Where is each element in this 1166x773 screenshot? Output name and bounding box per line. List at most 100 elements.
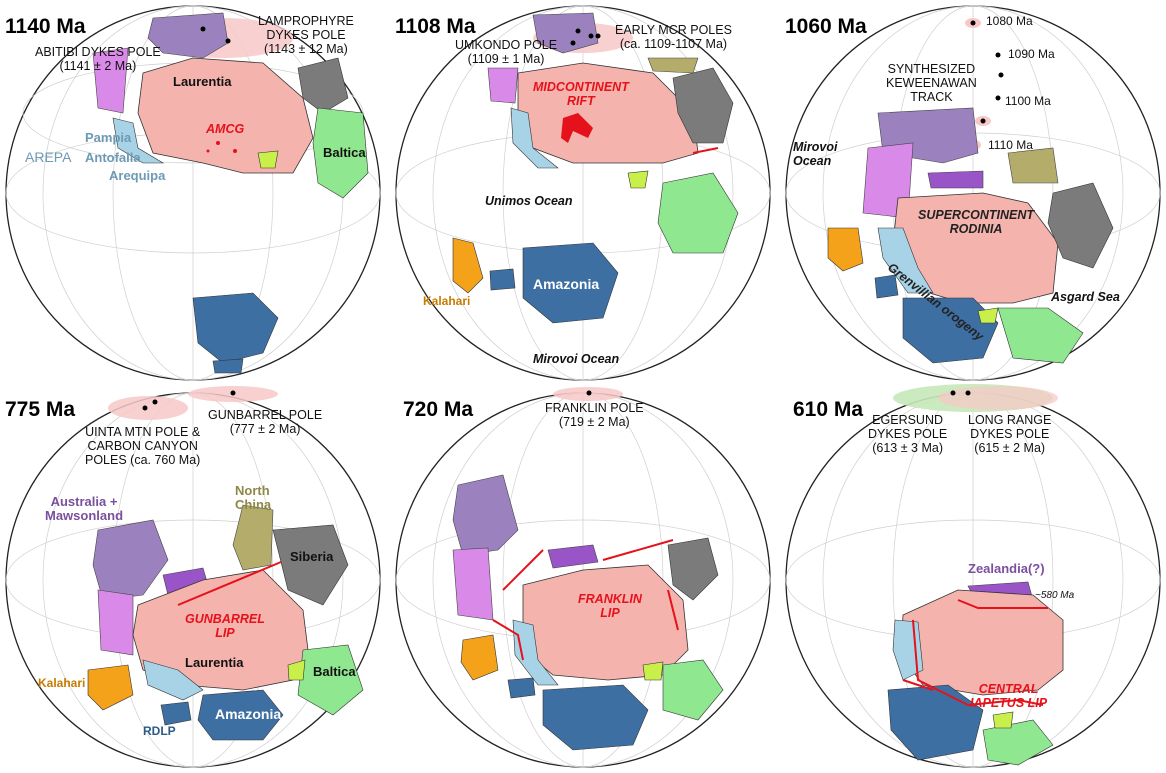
- track-age: 1090 Ma: [1008, 47, 1055, 61]
- continent-label: RDLP: [143, 724, 176, 738]
- globe-map-720: [395, 387, 771, 768]
- east-antarctica-shape: [452, 547, 494, 621]
- globe-map-1108: [395, 5, 771, 381]
- feature-label: AMCG: [206, 122, 245, 136]
- ocean-label: Unimos Ocean: [485, 194, 573, 208]
- feature-label: SUPERCONTINENT RODINIA: [918, 208, 1034, 236]
- pole-label-mcr: EARLY MCR POLES (ca. 1109-1107 Ma): [615, 23, 732, 51]
- panel-age: 1108 Ma: [395, 15, 476, 38]
- rdlp-shape: [489, 268, 516, 291]
- siberia-shape: [297, 57, 349, 114]
- kalahari-shape: [87, 664, 134, 711]
- continent-label: Amazonia: [215, 706, 282, 722]
- track-title: SYNTHESIZED KEWEENAWAN TRACK: [886, 62, 977, 104]
- pole-dot: [200, 26, 206, 32]
- amazonia-shape: [522, 242, 619, 324]
- globe-map-775: [5, 386, 381, 768]
- pole-dot: [225, 38, 231, 44]
- pole-label-lamprophyre: LAMPROPHYRE DYKES POLE (1143 ± 12 Ma): [258, 14, 354, 56]
- east-antarctica-shape: [97, 589, 134, 656]
- globe-panel-1108: 1108 Ma EARLY MCR POLES (ca. 1109-1107 M…: [393, 3, 773, 383]
- panel-age: 1140 Ma: [5, 15, 86, 38]
- kalahari-small-shape: [642, 661, 664, 681]
- feature-label: CENTRAL IAPETUS LIP: [970, 682, 1048, 710]
- continent-label: Laurentia: [185, 655, 244, 670]
- east-antarctica-shape: [92, 47, 129, 114]
- arepa-shape: [877, 227, 934, 294]
- kalahari-shape: [452, 237, 484, 294]
- north-china-shape: [647, 57, 699, 74]
- globe-panel-1060: 1060 Ma 1080 Ma 1090 Ma 1100 Ma 1110 Ma …: [783, 3, 1163, 383]
- rift-lines: [902, 599, 1048, 707]
- arepa-shape: [142, 659, 204, 701]
- east-antarctica-shape: [487, 67, 519, 104]
- rift-red: [561, 113, 593, 143]
- globe-map-1060: [785, 5, 1161, 381]
- kalahari-shape: [827, 227, 864, 272]
- pole-label-uinta: UINTA MTN POLE & CARBON CANYON POLES (ca…: [85, 425, 201, 467]
- continent-label: Australia + Mawsonland: [45, 494, 124, 524]
- panel-age: 1060 Ma: [785, 15, 867, 38]
- mawson-small-shape: [927, 170, 984, 189]
- australia-shape: [147, 12, 229, 59]
- track-age: 1080 Ma: [986, 14, 1033, 28]
- pole-label-gunbarrel: GUNBARREL POLE (777 ± 2 Ma): [208, 408, 323, 436]
- rdlp-shape: [160, 701, 192, 726]
- amazonia-shape: [887, 684, 984, 761]
- siberia-shape: [667, 537, 719, 601]
- australia-shape: [532, 12, 599, 54]
- continent-label: Zealandia(?): [968, 561, 1045, 576]
- ocean-label: Asgard Sea: [1051, 290, 1120, 304]
- rdlp-shape: [507, 677, 536, 699]
- continent-label: Amazonia: [533, 276, 600, 292]
- continent-label: Baltica: [323, 145, 366, 160]
- siberia-shape: [672, 67, 734, 144]
- continent-label: North China: [235, 483, 272, 513]
- arepa-shape: [512, 619, 559, 686]
- rift-line: [692, 147, 719, 154]
- amazonia-shape: [542, 684, 649, 751]
- globe-panel-775: 775 Ma GUNBARREL POLE (777 ± 2 Ma) UINTA…: [3, 386, 383, 770]
- australia-shape: [452, 474, 519, 556]
- ocean-label: Mirovoi Ocean: [533, 352, 620, 366]
- pole-label-egersund: EGERSUND DYKES POLE (613 ± 3 Ma): [868, 413, 948, 455]
- panel-age: 610 Ma: [793, 398, 864, 421]
- track-age: 1100 Ma: [1005, 94, 1051, 108]
- pole-label-franklin: FRANKLIN POLE (719 ± 2 Ma): [545, 401, 644, 429]
- track-age: 1110 Ma: [988, 138, 1033, 152]
- arepa-shape: [510, 107, 559, 169]
- pole-label-long-range: LONG RANGE DYKES POLE (615 ± 2 Ma): [968, 413, 1052, 455]
- continent-label: Pampia: [85, 130, 132, 145]
- baltica-shape: [982, 719, 1054, 766]
- feature-label: GUNBARREL LIP: [185, 612, 265, 640]
- mawson-small-shape: [547, 544, 599, 569]
- laurentia-shape: [900, 589, 1064, 696]
- amazonia-shape: [192, 292, 279, 364]
- amcg-marks: [206, 141, 237, 153]
- kalahari-small-shape: [992, 711, 1014, 729]
- continent-label: Kalahari: [38, 676, 86, 690]
- ocean-label: Mirovoi Ocean: [793, 140, 838, 168]
- baltica-shape: [662, 659, 724, 721]
- kalahari-small-shape: [627, 170, 649, 189]
- kalahari-small-shape: [977, 307, 999, 324]
- annotation-label: ~580 Ma: [1035, 590, 1075, 601]
- globe-map-610: [785, 384, 1161, 768]
- rift-lines: [492, 539, 679, 661]
- arepa-shape: [892, 619, 924, 681]
- north-china-shape: [232, 504, 274, 571]
- continent-label: Baltica: [313, 664, 356, 679]
- continent-label: Laurentia: [173, 74, 232, 89]
- pole-label-umkondo: UMKONDO POLE (1109 ± 1 Ma): [455, 38, 558, 66]
- continent-label: Arequipa: [109, 168, 166, 183]
- laurentia-shape: [137, 57, 314, 174]
- kalahari-small-shape: [287, 659, 306, 681]
- gunbarrel-line: [177, 561, 282, 606]
- feature-label: MIDCONTINENT RIFT: [533, 80, 629, 108]
- pole-label-abitibi: ABITIBI DYKES POLE (1141 ± 2 Ma): [35, 45, 161, 73]
- panel-age: 775 Ma: [5, 398, 76, 421]
- australia-shape: [92, 519, 169, 601]
- kalahari-shape: [460, 634, 499, 681]
- continent-label: Kalahari: [423, 294, 471, 308]
- baltica-shape: [312, 107, 369, 199]
